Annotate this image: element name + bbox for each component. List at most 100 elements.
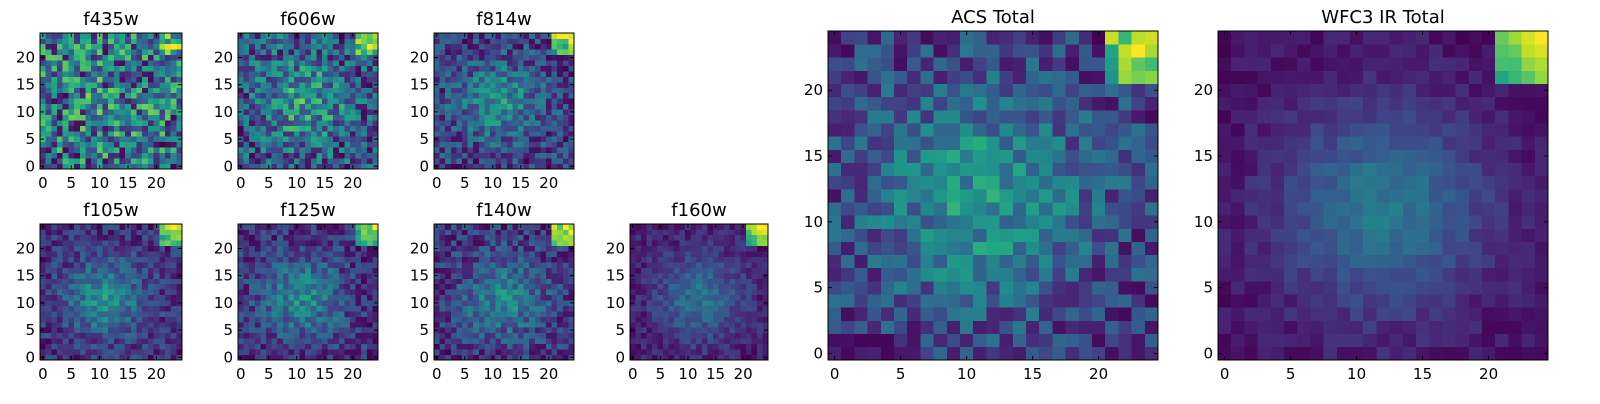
heatmap-cell — [108, 164, 114, 170]
heatmap-cell — [636, 284, 642, 290]
heatmap-cell — [468, 158, 474, 164]
heatmap-cell — [1145, 307, 1159, 321]
heatmap-cell — [46, 44, 52, 50]
x-tick-label: 20 — [343, 365, 362, 383]
heatmap-cell — [159, 224, 165, 230]
heatmap-cell — [40, 153, 46, 159]
heatmap-cell — [91, 278, 97, 284]
heatmap-cell — [249, 131, 255, 137]
heatmap-cell — [512, 60, 518, 66]
heatmap-cell — [108, 333, 114, 339]
heatmap-cell — [165, 235, 171, 241]
heatmap-cell — [46, 71, 52, 77]
heatmap-cell — [462, 284, 468, 290]
heatmap-cell — [316, 38, 322, 44]
heatmap-cell — [960, 281, 974, 295]
heatmap-cell — [283, 327, 289, 333]
heatmap-cell — [1000, 189, 1014, 203]
heatmap-cell — [148, 82, 154, 88]
heatmap-cell — [300, 251, 306, 257]
heatmap-cell — [724, 295, 730, 301]
x-tick-label: 20 — [343, 174, 362, 192]
heatmap-cell — [57, 131, 63, 137]
heatmap-cell — [674, 257, 680, 263]
heatmap-cell — [535, 349, 541, 355]
heatmap-cell — [540, 104, 546, 110]
heatmap-cell — [479, 246, 485, 252]
heatmap-cell — [260, 327, 266, 333]
heatmap-cell — [479, 82, 485, 88]
heatmap-cell — [535, 229, 541, 235]
heatmap-cell — [322, 98, 328, 104]
heatmap-cell — [68, 349, 74, 355]
heatmap-cell — [51, 142, 57, 148]
heatmap-cell — [108, 131, 114, 137]
heatmap-cell — [718, 306, 724, 312]
heatmap-cell — [960, 242, 974, 256]
heatmap-cell — [540, 98, 546, 104]
heatmap-cell — [51, 38, 57, 44]
heatmap-cell — [496, 147, 502, 153]
heatmap-cell — [557, 66, 563, 72]
heatmap-cell — [696, 235, 702, 241]
heatmap-cell — [266, 60, 272, 66]
heatmap-cell — [828, 189, 842, 203]
heatmap-cell — [305, 33, 311, 39]
heatmap-cell — [333, 355, 339, 361]
heatmap-cell — [114, 66, 120, 72]
heatmap-cell — [97, 257, 103, 263]
heatmap-cell — [490, 55, 496, 61]
heatmap-cell — [456, 142, 462, 148]
heatmap-cell — [328, 136, 334, 142]
heatmap-cell — [702, 295, 708, 301]
heatmap-cell — [372, 316, 378, 322]
heatmap-cell — [507, 338, 513, 344]
heatmap-cell — [249, 55, 255, 61]
heatmap-cell — [535, 327, 541, 333]
heatmap-cell — [434, 229, 440, 235]
heatmap-cell — [490, 316, 496, 322]
heatmap-cell — [244, 235, 250, 241]
heatmap-cell — [696, 349, 702, 355]
heatmap-cell — [563, 278, 569, 284]
heatmap-cell — [724, 284, 730, 290]
heatmap-cell — [102, 355, 108, 361]
heatmap-cell — [484, 87, 490, 93]
heatmap-cell — [512, 115, 518, 121]
heatmap-cell — [283, 115, 289, 121]
heatmap-cell — [1079, 215, 1093, 229]
heatmap-cell — [507, 311, 513, 317]
heatmap-cell — [148, 87, 154, 93]
heatmap-cell — [361, 55, 367, 61]
heatmap-cell — [552, 311, 558, 317]
y-tick-label: 20 — [410, 239, 429, 257]
heatmap-cell — [361, 104, 367, 110]
heatmap-cell — [272, 344, 278, 350]
heatmap-cell — [311, 38, 317, 44]
heatmap-cell — [260, 344, 266, 350]
heatmap-cell — [652, 355, 658, 361]
heatmap-cell — [1105, 202, 1119, 216]
heatmap-cell — [557, 246, 563, 252]
heatmap-cell — [372, 224, 378, 230]
heatmap-cell — [490, 284, 496, 290]
heatmap-cell — [468, 295, 474, 301]
heatmap-cell — [445, 322, 451, 328]
heatmap-cell — [277, 327, 283, 333]
heatmap-cell — [535, 44, 541, 50]
heatmap-cell — [114, 104, 120, 110]
heatmap-cell — [294, 327, 300, 333]
heatmap-cell — [102, 104, 108, 110]
heatmap-cell — [57, 33, 63, 39]
heatmap-cell — [344, 109, 350, 115]
heatmap-cell — [249, 240, 255, 246]
heatmap-cell — [165, 44, 171, 50]
heatmap-cell — [501, 306, 507, 312]
heatmap-cell — [316, 257, 322, 263]
heatmap-cell — [255, 38, 261, 44]
heatmap-cell — [120, 93, 126, 99]
heatmap-cell — [501, 66, 507, 72]
heatmap-cell — [1066, 255, 1080, 269]
heatmap-cell — [713, 349, 719, 355]
heatmap-cell — [740, 316, 746, 322]
